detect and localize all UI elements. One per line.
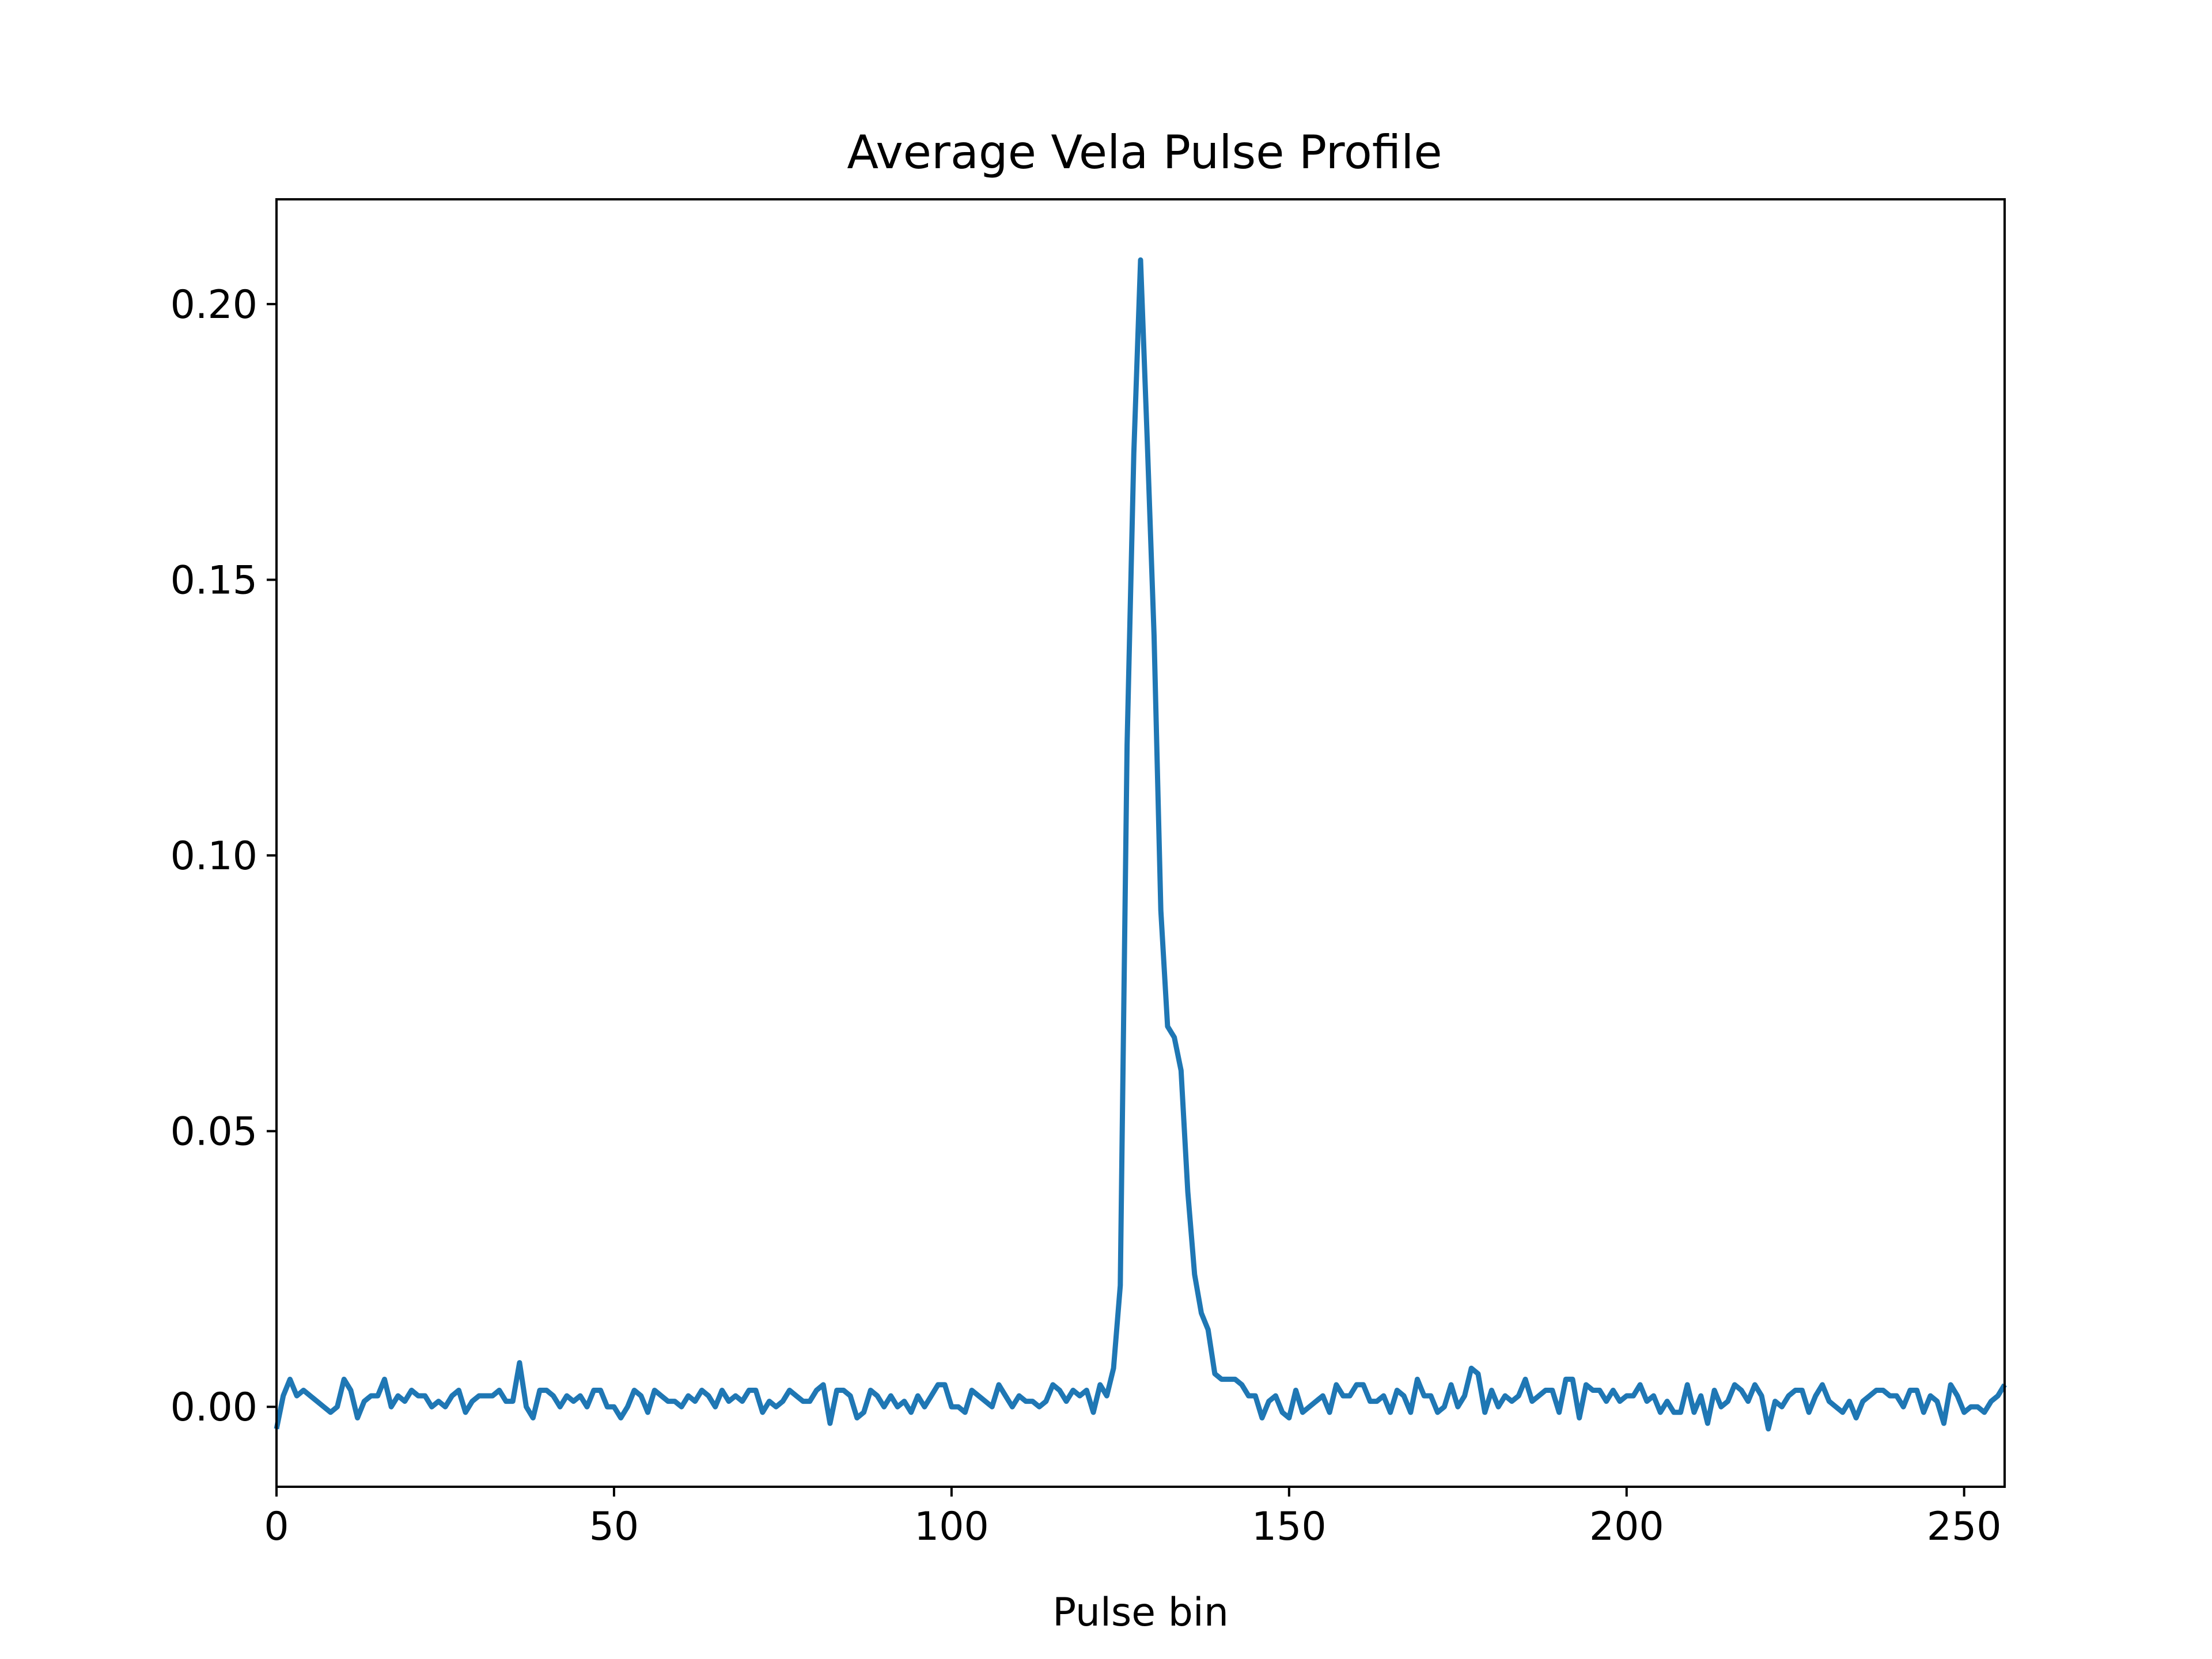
chart-title: Average Vela Pulse Profile [847, 126, 1442, 179]
x-tick-label: 200 [1589, 1504, 1664, 1550]
x-tick-label: 0 [264, 1504, 289, 1550]
y-tick-label: 0.05 [171, 1109, 257, 1155]
x-tick-label: 100 [914, 1504, 989, 1550]
x-tick-label: 250 [1927, 1504, 2002, 1550]
x-tick-label: 50 [589, 1504, 639, 1550]
y-tick-label: 0.20 [171, 282, 257, 328]
x-tick-label: 150 [1252, 1504, 1327, 1550]
y-tick-label: 0.15 [171, 558, 257, 603]
plot-area [274, 257, 2007, 1431]
y-tick-label: 0.00 [171, 1385, 257, 1430]
y-axis: 0.00 0.05 0.10 0.15 0.20 [171, 282, 276, 1430]
series-line [274, 257, 2007, 1431]
y-tick-label: 0.10 [171, 834, 257, 879]
x-axis-label: Pulse bin [1052, 1590, 1229, 1635]
x-axis: 0 50 100 150 200 250 [264, 1487, 2002, 1550]
axes-frame [275, 198, 2006, 1488]
